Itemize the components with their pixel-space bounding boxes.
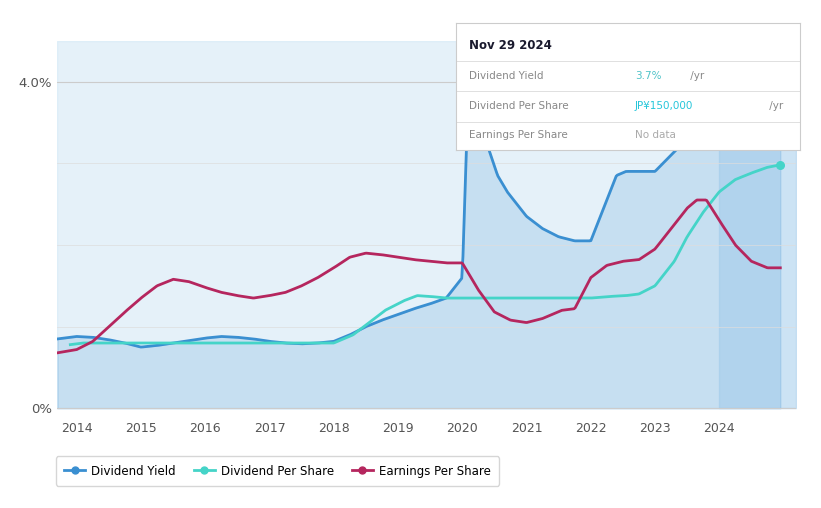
Text: Dividend Per Share: Dividend Per Share (470, 101, 569, 111)
Text: /yr: /yr (687, 71, 704, 81)
Text: No data: No data (635, 130, 676, 140)
Point (773, 117, 787, 125)
Point (773, 161, 787, 169)
Text: /yr: /yr (766, 101, 783, 111)
Text: Nov 29 2024: Nov 29 2024 (470, 40, 553, 52)
Text: 3.7%: 3.7% (635, 71, 662, 81)
Text: Earnings Per Share: Earnings Per Share (470, 130, 568, 140)
Text: JP¥150,000: JP¥150,000 (635, 101, 694, 111)
Text: Past: Past (722, 90, 749, 103)
Text: Dividend Yield: Dividend Yield (470, 71, 544, 81)
Legend: Dividend Yield, Dividend Per Share, Earnings Per Share: Dividend Yield, Dividend Per Share, Earn… (56, 456, 499, 486)
